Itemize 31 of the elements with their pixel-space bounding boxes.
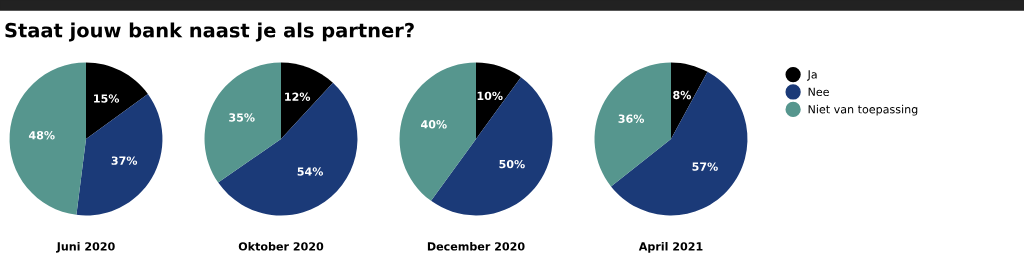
text: Juni 2020	[56, 242, 115, 253]
data-label: 12%	[285, 92, 311, 101]
data-label: 10%	[477, 91, 503, 101]
data-label: 15%	[94, 94, 120, 103]
pie-slice	[204, 62, 281, 183]
chart-title: Staat jouw bank naast je als partner?	[5, 22, 414, 42]
pie-slice	[399, 62, 476, 201]
pie-slice	[281, 62, 333, 139]
data-label: 48%	[28, 131, 55, 140]
data-label: 36%	[618, 114, 645, 123]
legend-label: Ja	[806, 70, 817, 81]
pie-slice	[218, 82, 358, 216]
data-label: 57%	[692, 162, 718, 171]
data-label: 50%	[499, 159, 525, 169]
text: December 2020	[427, 242, 525, 251]
pie-slice	[476, 62, 521, 139]
pie-slice	[9, 62, 86, 215]
legend-label: Niet van toepassing	[808, 104, 918, 116]
pie-slice	[611, 71, 748, 216]
data-label: 54%	[297, 167, 324, 176]
pie-slice	[86, 62, 148, 139]
pie-slice	[594, 62, 671, 187]
legend-label: Nee	[808, 87, 829, 97]
data-label: 35%	[229, 113, 255, 122]
pie-slice	[671, 62, 708, 139]
text: Oktober 2020	[238, 242, 324, 251]
data-label: 40%	[421, 120, 447, 129]
data-label: 37%	[111, 156, 138, 165]
data-label: 8%	[673, 90, 691, 100]
text: April 2021	[638, 242, 703, 253]
pie-slice	[76, 94, 163, 216]
